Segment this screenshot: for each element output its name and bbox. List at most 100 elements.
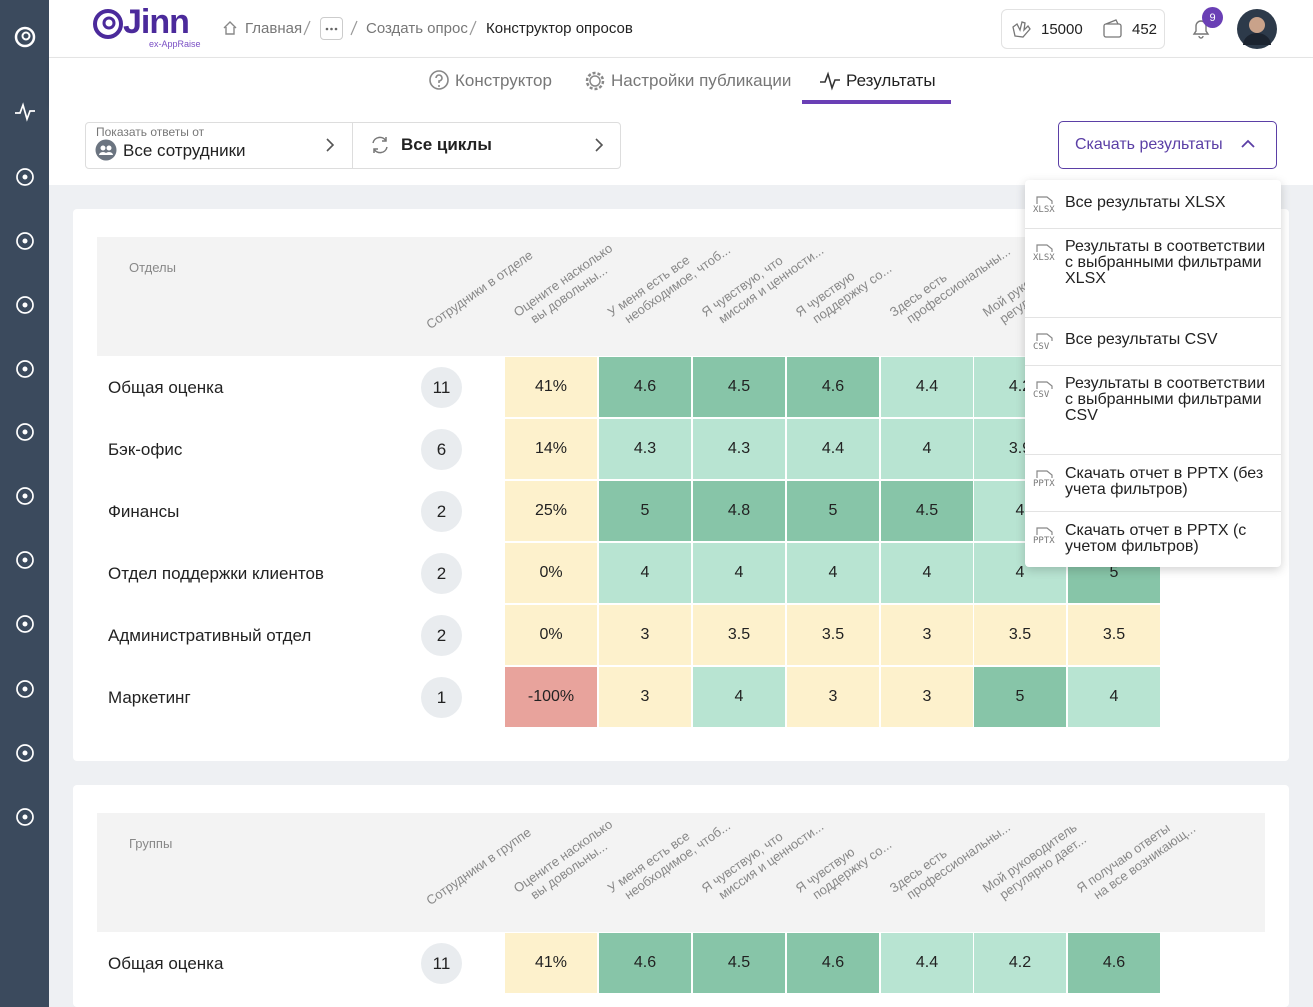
download-menu-item[interactable] bbox=[1025, 366, 1281, 455]
sidebar-icon-part bbox=[16, 168, 34, 186]
download-option[interactable]: Результаты в соответствии с выбранными ф… bbox=[1065, 375, 1266, 424]
score-cell: 3.5 bbox=[693, 605, 785, 665]
score-cell: 41% bbox=[505, 357, 597, 417]
breadcrumb-separator bbox=[350, 20, 358, 36]
sidebar-icon-part bbox=[16, 744, 34, 762]
avatar[interactable] bbox=[1237, 9, 1277, 49]
chevron-right bbox=[326, 138, 335, 152]
score-cell: 3 bbox=[787, 667, 879, 727]
sidebar-icon bbox=[13, 612, 37, 636]
download-menu bbox=[1025, 180, 1281, 567]
file-icon-part bbox=[1036, 470, 1053, 478]
file-format: PPTX bbox=[1033, 536, 1055, 546]
sidebar-icon-part bbox=[14, 26, 36, 48]
score-cell: 4.4 bbox=[881, 933, 973, 993]
download-menu-item[interactable] bbox=[1025, 318, 1281, 366]
score-cell: 5 bbox=[787, 481, 879, 541]
sidebar-icon-part bbox=[16, 615, 34, 633]
sidebar-icon-part bbox=[16, 423, 34, 441]
sidebar-icon-part bbox=[16, 551, 34, 569]
score-cell: 4.4 bbox=[787, 419, 879, 479]
sidebar-icon bbox=[13, 229, 37, 253]
tab-icon bbox=[585, 71, 605, 91]
score-cell: 4.6 bbox=[787, 357, 879, 417]
row-name: Общая оценка bbox=[108, 378, 224, 397]
file-icon bbox=[1034, 195, 1056, 213]
chevron-up bbox=[1241, 139, 1255, 148]
score-cell: 3.5 bbox=[974, 605, 1066, 665]
file-icon-part bbox=[1036, 381, 1053, 389]
score-cell: 0% bbox=[505, 543, 597, 603]
bell-icon[interactable] bbox=[1190, 17, 1212, 41]
sidebar-icon-part bbox=[21, 31, 31, 41]
sidebar-icon-part bbox=[22, 621, 28, 627]
sidebar-icon bbox=[13, 25, 37, 49]
score-cell: 4.3 bbox=[693, 419, 785, 479]
filter-label: Показать ответы от bbox=[96, 125, 205, 139]
logo-text: Jinn bbox=[123, 3, 190, 41]
file-format: CSV bbox=[1033, 342, 1050, 352]
sidebar-icon-part bbox=[22, 174, 28, 180]
tab[interactable]: Конструктор bbox=[455, 71, 552, 90]
download-option[interactable]: Все результаты CSV bbox=[1065, 331, 1218, 348]
sidebar-icon-part bbox=[15, 102, 35, 122]
chevron-right bbox=[595, 138, 604, 152]
sidebar-icon bbox=[13, 100, 37, 124]
file-icon bbox=[1034, 332, 1056, 350]
score-cell: 4.5 bbox=[693, 933, 785, 993]
claps-count: 15000 bbox=[1041, 21, 1083, 38]
tab-icon bbox=[429, 70, 449, 90]
notification-badge: 9 bbox=[1202, 7, 1223, 28]
sidebar-icon-part bbox=[22, 238, 28, 244]
filter-divider bbox=[352, 122, 353, 169]
score-cell: 4.6 bbox=[599, 357, 691, 417]
score-cell: 4 bbox=[599, 543, 691, 603]
tab[interactable]: Настройки публикации bbox=[611, 71, 792, 90]
file-format: XLSX bbox=[1033, 253, 1055, 263]
file-icon-part bbox=[1036, 244, 1053, 252]
row-name: Бэк-офис bbox=[108, 440, 183, 459]
download-option[interactable]: Результаты в соответствии с выбранными ф… bbox=[1065, 238, 1266, 287]
breadcrumb[interactable]: Главная bbox=[245, 20, 303, 37]
row-count: 2 bbox=[421, 615, 462, 656]
score-cell: 4.6 bbox=[1068, 933, 1160, 993]
download-menu-item[interactable] bbox=[1025, 455, 1281, 512]
sidebar-icon-part bbox=[16, 615, 34, 633]
sidebar-icon-part bbox=[22, 493, 28, 499]
sidebar-icon-part bbox=[16, 680, 34, 698]
download-option[interactable]: Скачать отчет в PPTX (без учета фильтров… bbox=[1065, 465, 1264, 498]
respondents-select[interactable]: Все сотрудники bbox=[123, 141, 246, 160]
score-cell: 4 bbox=[787, 543, 879, 603]
score-cell: 4 bbox=[693, 667, 785, 727]
table-header bbox=[97, 813, 1265, 932]
sidebar-icon-part bbox=[16, 680, 34, 698]
download-menu-item[interactable] bbox=[1025, 181, 1281, 229]
cycles-select[interactable]: Все циклы bbox=[401, 135, 492, 154]
table-title: Отделы bbox=[129, 260, 176, 275]
download-button[interactable] bbox=[1058, 121, 1277, 169]
sidebar-icon-part bbox=[16, 168, 34, 186]
file-icon-part bbox=[1036, 333, 1053, 341]
table-title: Группы bbox=[129, 836, 173, 851]
sidebar-icon-part bbox=[16, 360, 34, 378]
download-option[interactable]: Все результаты XLSX bbox=[1065, 194, 1226, 211]
score-cell: 3 bbox=[599, 667, 691, 727]
sidebar-icon-part bbox=[16, 551, 34, 569]
breadcrumb-more[interactable] bbox=[320, 17, 343, 40]
sidebar-icon-part bbox=[16, 360, 34, 378]
file-icon-part bbox=[1036, 244, 1053, 252]
sidebar-icon-part bbox=[16, 296, 34, 314]
score-cell: 41% bbox=[505, 933, 597, 993]
download-menu-item[interactable] bbox=[1025, 229, 1281, 318]
logo-subtitle: ex-AppRaise bbox=[149, 39, 201, 49]
score-cell: 4.3 bbox=[599, 419, 691, 479]
score-cell: 3 bbox=[599, 605, 691, 665]
tab[interactable]: Результаты bbox=[846, 71, 936, 90]
sidebar-icon-part bbox=[16, 744, 34, 762]
breadcrumb[interactable]: Создать опрос bbox=[366, 20, 468, 37]
file-format: XLSX bbox=[1033, 205, 1055, 215]
sidebar-icon-part bbox=[16, 808, 34, 826]
download-option[interactable]: Скачать отчет в PPTX (с учетом фильтров) bbox=[1065, 522, 1247, 555]
download-button-label[interactable]: Скачать результаты bbox=[1075, 136, 1223, 153]
file-icon-part bbox=[1036, 470, 1053, 478]
